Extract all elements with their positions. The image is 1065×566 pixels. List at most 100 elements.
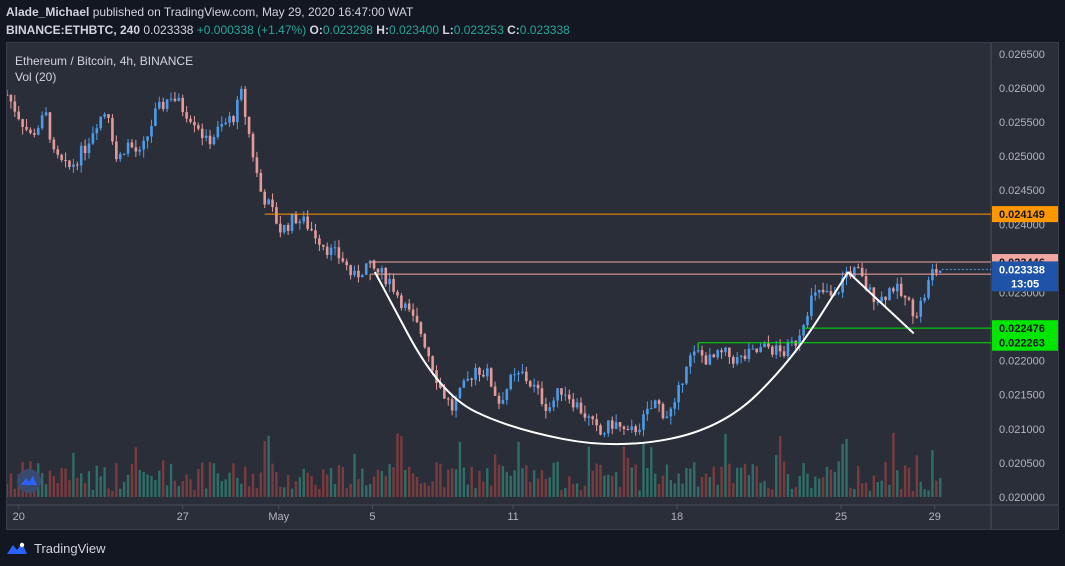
volume-bar bbox=[72, 452, 75, 497]
volume-bar bbox=[798, 476, 801, 497]
candle-body bbox=[685, 366, 688, 384]
candle-body bbox=[181, 97, 185, 113]
price-tick-label: 0.025000 bbox=[999, 151, 1045, 163]
candle-body bbox=[157, 101, 161, 109]
volume-bar bbox=[681, 483, 684, 497]
candle-body bbox=[493, 386, 497, 396]
candle-body bbox=[567, 394, 571, 400]
candle-body bbox=[243, 88, 247, 117]
volume-bar bbox=[517, 441, 520, 497]
volume-bar bbox=[224, 479, 227, 497]
candle-body bbox=[603, 433, 606, 435]
price-chart[interactable]: 0.026500 0.026000 0.025500 0.025000 0.024500… bbox=[7, 43, 1058, 529]
volume-bar bbox=[583, 485, 587, 497]
candle-body bbox=[220, 124, 224, 127]
volume-bar bbox=[525, 465, 528, 497]
volume-bar bbox=[443, 487, 446, 497]
candle-body bbox=[321, 244, 325, 247]
level-price-tag: 0.022263 bbox=[999, 338, 1045, 350]
low-label: L: bbox=[442, 23, 454, 37]
tradingview-branding[interactable]: TradingView bbox=[6, 538, 106, 558]
volume-bar bbox=[587, 446, 591, 497]
volume-bar bbox=[595, 463, 598, 497]
volume-bar bbox=[529, 482, 532, 497]
volume-bar bbox=[91, 489, 95, 497]
volume-bar bbox=[931, 450, 934, 497]
candles bbox=[7, 86, 942, 438]
candle-body bbox=[439, 382, 442, 388]
volume-bar bbox=[630, 467, 633, 497]
symbol-label: BINANCE:ETHBTC, 240 bbox=[6, 23, 141, 37]
candle-body bbox=[36, 128, 40, 135]
volume-bar bbox=[739, 467, 743, 497]
candle-body bbox=[17, 111, 21, 120]
volume-bar bbox=[169, 463, 173, 497]
candle-body bbox=[99, 116, 103, 129]
volume-bar bbox=[181, 481, 184, 497]
candle-body bbox=[931, 269, 934, 281]
candle-body bbox=[825, 291, 829, 293]
volume-bar bbox=[657, 483, 661, 497]
level-price-tag-bg bbox=[992, 320, 1058, 337]
candle-body bbox=[118, 154, 122, 160]
volume-bar bbox=[197, 469, 200, 497]
candle-body bbox=[228, 116, 231, 123]
volume-bar bbox=[161, 460, 165, 497]
level-price-tag-bg bbox=[992, 206, 1058, 223]
candle-body bbox=[743, 355, 747, 359]
candle-body bbox=[454, 398, 458, 411]
candle-body bbox=[829, 291, 833, 296]
volume-bar bbox=[400, 436, 403, 497]
volume-bar bbox=[306, 472, 309, 497]
candle-body bbox=[564, 394, 567, 396]
volume-bar bbox=[747, 474, 751, 497]
candle-body bbox=[83, 145, 87, 154]
candle-body bbox=[794, 340, 798, 346]
candle-body bbox=[44, 112, 48, 116]
candle-body bbox=[415, 315, 419, 323]
candle-body bbox=[895, 283, 899, 292]
volume-bar bbox=[677, 473, 680, 497]
volume-bar bbox=[821, 477, 825, 497]
candle-body bbox=[380, 267, 384, 273]
candle-body bbox=[817, 289, 821, 293]
candle-body bbox=[197, 125, 200, 129]
author-name[interactable]: Alade_Michael bbox=[6, 5, 90, 19]
volume-bar bbox=[814, 476, 817, 497]
candle-body bbox=[396, 291, 399, 296]
volume-bar bbox=[888, 484, 891, 497]
volume-bar bbox=[150, 475, 153, 497]
candle-body bbox=[923, 297, 926, 301]
candle-body bbox=[259, 172, 263, 192]
candle-body bbox=[91, 133, 95, 144]
volume-bar bbox=[903, 465, 907, 497]
volume-bar bbox=[368, 484, 372, 497]
level-price-tag: 0.022476 bbox=[999, 323, 1045, 335]
volume-bar bbox=[423, 482, 427, 497]
candle-body bbox=[798, 335, 801, 346]
candle-body bbox=[212, 137, 216, 145]
volume-bar bbox=[907, 467, 911, 497]
volume-bar bbox=[470, 466, 473, 497]
candle-body bbox=[75, 164, 79, 166]
candle-body bbox=[892, 288, 895, 292]
volume-bar bbox=[673, 483, 676, 497]
candle-body bbox=[279, 223, 282, 233]
candle-body bbox=[87, 143, 91, 154]
candle-body bbox=[821, 289, 825, 293]
candle-body bbox=[661, 404, 665, 419]
chart-panel[interactable]: 0.026500 0.026000 0.025500 0.025000 0.024500… bbox=[6, 42, 1059, 530]
price-tick-label: 0.021000 bbox=[999, 424, 1045, 436]
volume-bar bbox=[388, 464, 391, 497]
volume-bar bbox=[521, 468, 524, 497]
volume-bar bbox=[899, 488, 903, 497]
volume-legend: Vol (20) bbox=[15, 70, 57, 84]
candle-body bbox=[571, 399, 575, 408]
volume-bar bbox=[404, 469, 407, 497]
candle-body bbox=[306, 216, 309, 229]
volume-bar bbox=[650, 447, 653, 497]
candle-body bbox=[52, 139, 56, 150]
candle-body bbox=[185, 112, 188, 119]
volume-bar bbox=[122, 481, 126, 497]
volume-bar bbox=[361, 468, 364, 497]
